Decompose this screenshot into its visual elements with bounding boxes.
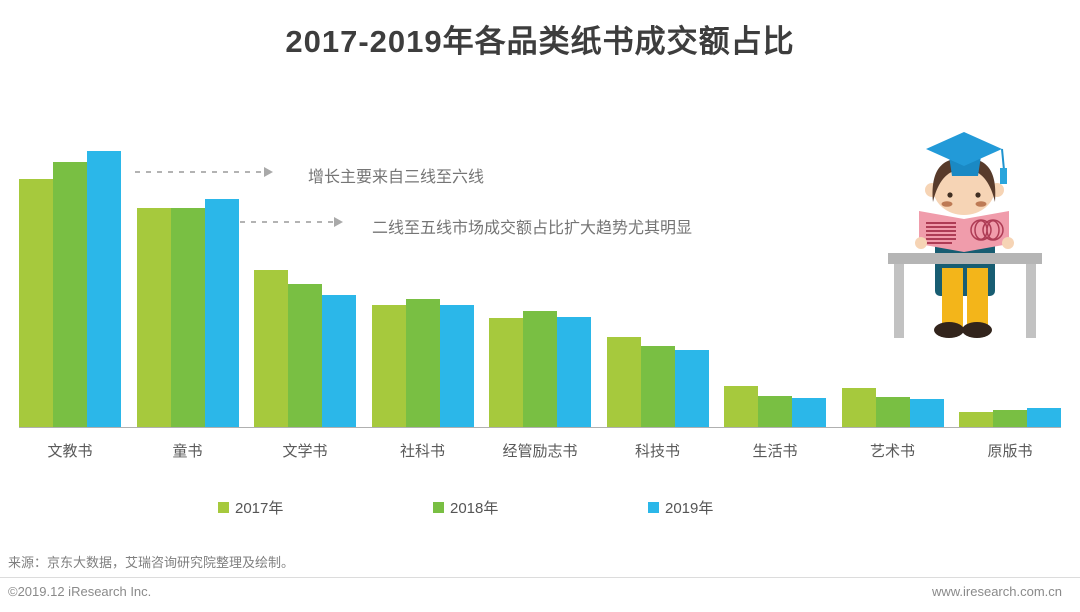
bar-2019年-科技书 [674, 349, 709, 427]
bar-chart-plot-area [19, 140, 1061, 428]
bar-2019年-社科书 [439, 304, 474, 427]
student-shoe [962, 322, 992, 338]
student-cheek [975, 201, 987, 207]
bar-2017年-生活书 [724, 386, 758, 427]
bar-group-文学书 [254, 270, 356, 427]
annotation-text-1: 增长主要来自三线至六线 [308, 169, 485, 186]
legend-item-2017年: 2017年 [218, 497, 433, 518]
x-axis-label-文学书: 文学书 [282, 443, 328, 460]
x-axis-label-原版书: 原版书 [987, 443, 1033, 460]
bar-2019年-艺术书 [909, 399, 944, 427]
legend-item-2018年: 2018年 [433, 497, 648, 518]
bar-group-艺术书 [841, 388, 944, 427]
bar-2017年-社科书 [371, 304, 406, 427]
bar-2019年-生活书 [792, 398, 826, 427]
student-hair [932, 158, 996, 202]
table-top [888, 253, 1042, 264]
bar-2018年-童书 [170, 208, 205, 427]
student-eye [975, 192, 981, 198]
bar-2018年-生活书 [758, 396, 792, 427]
legend-item-2019年: 2019年 [648, 497, 863, 518]
bar-group-生活书 [724, 386, 826, 427]
legend-swatch-icon [433, 502, 444, 513]
bar-2017年-原版书 [959, 411, 993, 427]
book-text-lines [926, 222, 956, 244]
student-cheek [941, 201, 953, 207]
student-eye [947, 192, 953, 198]
bar-2017年-科技书 [606, 336, 641, 427]
x-axis-label-科技书: 科技书 [634, 443, 680, 460]
bar-group-童书 [136, 198, 239, 427]
x-axis-label-童书: 童书 [172, 443, 203, 460]
bar-2019年-原版书 [1027, 408, 1061, 427]
student-leg [942, 268, 963, 330]
bar-2018年-经管励志书 [523, 311, 557, 427]
bar-2018年-文学书 [288, 283, 322, 427]
bar-2017年-文教书 [19, 178, 53, 427]
x-axis-label-文教书: 文教书 [47, 443, 93, 460]
x-axis-label-经管励志书: 经管励志书 [502, 443, 578, 460]
copyright-text: ©2019.12 iResearch Inc. [8, 584, 152, 599]
x-axis-labels: 文教书 童书 文学书 社科书 经管励志书 科技书 生活书 艺术书 原版书 [19, 440, 1061, 461]
graduate-student-reading-illustration [888, 132, 1042, 338]
bar-2018年-科技书 [640, 346, 675, 427]
bar-2018年-文教书 [53, 162, 87, 427]
student-shoe [934, 322, 964, 338]
bar-2018年-艺术书 [875, 397, 910, 427]
annotation-text-2: 二线至五线市场成交额占比扩大趋势尤其明显 [372, 220, 693, 237]
student-leg [967, 268, 988, 330]
page-title: 2017-2019年各品类纸书成交额占比 [285, 24, 795, 59]
bar-group-科技书 [606, 336, 709, 427]
legend-label: 2017年 [235, 500, 284, 517]
student-hand [1002, 237, 1014, 249]
dashed-arrow-icon [135, 167, 273, 177]
bar-group-文教书 [19, 151, 121, 427]
legend-swatch-icon [648, 502, 659, 513]
book-circles-doodle [970, 219, 1004, 241]
x-axis-label-社科书: 社科书 [399, 443, 445, 460]
chart-legend: 2017年 2018年 2019年 [218, 497, 863, 518]
bar-2019年-经管励志书 [557, 316, 591, 427]
x-axis-label-艺术书: 艺术书 [869, 443, 915, 460]
graduation-cap-icon [926, 132, 1002, 166]
legend-label: 2019年 [665, 500, 714, 517]
dashed-arrow-icon [240, 217, 343, 227]
legend-swatch-icon [218, 502, 229, 513]
bar-2019年-文教书 [87, 151, 121, 427]
bar-2017年-童书 [136, 208, 171, 427]
bar-2019年-文学书 [322, 294, 356, 427]
bar-group-社科书 [371, 299, 474, 427]
legend-label: 2018年 [450, 500, 499, 517]
bar-2018年-原版书 [993, 410, 1027, 427]
bar-2019年-童书 [204, 198, 239, 427]
bar-group-经管励志书 [489, 311, 591, 427]
table-leg [1026, 264, 1036, 338]
bar-group-原版书 [959, 408, 1061, 427]
bar-2017年-文学书 [254, 270, 288, 427]
footer-divider [0, 577, 1080, 578]
bar-2017年-艺术书 [841, 388, 876, 427]
cap-tassel [1000, 168, 1007, 184]
table-leg [894, 264, 904, 338]
x-axis-label-生活书: 生活书 [752, 443, 798, 460]
cap-tassel-cord [1001, 148, 1005, 171]
website-text: www.iresearch.com.cn [931, 584, 1062, 599]
arrowhead-icon [264, 167, 273, 177]
source-note: 来源：京东大数据，艾瑞咨询研究院整理及绘制。 [8, 555, 295, 570]
arrowhead-icon [334, 217, 343, 227]
bar-2017年-经管励志书 [489, 317, 523, 427]
student-hand [915, 237, 927, 249]
bar-2018年-社科书 [405, 299, 440, 427]
